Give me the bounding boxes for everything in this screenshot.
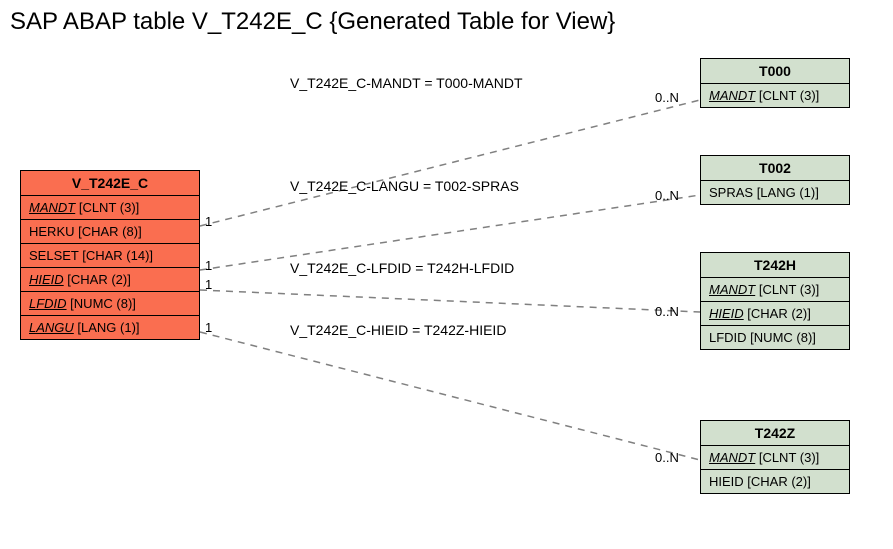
field-name: LFDID: [709, 330, 747, 345]
field-type: [CHAR (2)]: [744, 306, 811, 321]
entity-field: MANDT [CLNT (3)]: [21, 196, 199, 220]
field-type: [CLNT (3)]: [755, 282, 819, 297]
field-name: MANDT: [29, 200, 75, 215]
field-name: MANDT: [709, 282, 755, 297]
edge-line: [200, 332, 700, 460]
related-entity-T242Z: T242ZMANDT [CLNT (3)]HIEID [CHAR (2)]: [700, 420, 850, 494]
entity-header: V_T242E_C: [21, 171, 199, 196]
entity-header: T000: [701, 59, 849, 84]
edge-label: V_T242E_C-HIEID = T242Z-HIEID: [290, 322, 506, 338]
related-entity-T002: T002SPRAS [LANG (1)]: [700, 155, 850, 205]
entity-field: MANDT [CLNT (3)]: [701, 278, 849, 302]
entity-field: LANGU [LANG (1)]: [21, 316, 199, 339]
entity-field: HIEID [CHAR (2)]: [701, 470, 849, 493]
field-name: HIEID: [709, 306, 744, 321]
field-type: [CLNT (3)]: [755, 450, 819, 465]
edge-line: [200, 290, 700, 312]
field-type: [CHAR (2)]: [744, 474, 811, 489]
cardinality-right: 0..N: [655, 90, 679, 105]
edge-label: V_T242E_C-MANDT = T000-MANDT: [290, 75, 523, 91]
cardinality-right: 0..N: [655, 304, 679, 319]
related-entity-T242H: T242HMANDT [CLNT (3)]HIEID [CHAR (2)]LFD…: [700, 252, 850, 350]
field-name: HIEID: [29, 272, 64, 287]
cardinality-left: 1: [205, 258, 212, 273]
entity-field: HIEID [CHAR (2)]: [701, 302, 849, 326]
field-name: LFDID: [29, 296, 67, 311]
cardinality-right: 0..N: [655, 450, 679, 465]
field-name: MANDT: [709, 88, 755, 103]
field-type: [NUMC (8)]: [747, 330, 816, 345]
entity-field: HIEID [CHAR (2)]: [21, 268, 199, 292]
entity-field: MANDT [CLNT (3)]: [701, 446, 849, 470]
field-type: [LANG (1)]: [74, 320, 140, 335]
entity-field: SPRAS [LANG (1)]: [701, 181, 849, 204]
edge-label: V_T242E_C-LANGU = T002-SPRAS: [290, 178, 519, 194]
field-name: SPRAS: [709, 185, 753, 200]
edge-label: V_T242E_C-LFDID = T242H-LFDID: [290, 260, 514, 276]
field-name: HIEID: [709, 474, 744, 489]
cardinality-left: 1: [205, 320, 212, 335]
field-type: [LANG (1)]: [753, 185, 819, 200]
entity-field: SELSET [CHAR (14)]: [21, 244, 199, 268]
related-entity-T000: T000MANDT [CLNT (3)]: [700, 58, 850, 108]
field-name: MANDT: [709, 450, 755, 465]
entity-field: HERKU [CHAR (8)]: [21, 220, 199, 244]
field-name: SELSET: [29, 248, 79, 263]
entity-field: LFDID [NUMC (8)]: [701, 326, 849, 349]
entity-header: T242H: [701, 253, 849, 278]
main-entity-V_T242E_C: V_T242E_CMANDT [CLNT (3)]HERKU [CHAR (8)…: [20, 170, 200, 340]
edge-line: [200, 100, 700, 226]
entity-field: LFDID [NUMC (8)]: [21, 292, 199, 316]
field-type: [CHAR (2)]: [64, 272, 131, 287]
field-type: [NUMC (8)]: [67, 296, 136, 311]
entity-field: MANDT [CLNT (3)]: [701, 84, 849, 107]
entity-header: T002: [701, 156, 849, 181]
cardinality-left: 1: [205, 277, 212, 292]
field-name: LANGU: [29, 320, 74, 335]
field-type: [CLNT (3)]: [755, 88, 819, 103]
cardinality-right: 0..N: [655, 188, 679, 203]
field-name: HERKU: [29, 224, 75, 239]
field-type: [CHAR (8)]: [75, 224, 142, 239]
entity-header: T242Z: [701, 421, 849, 446]
field-type: [CHAR (14)]: [79, 248, 153, 263]
cardinality-left: 1: [205, 214, 212, 229]
field-type: [CLNT (3)]: [75, 200, 139, 215]
diagram-title: SAP ABAP table V_T242E_C {Generated Tabl…: [10, 8, 615, 36]
edge-line: [200, 195, 700, 270]
